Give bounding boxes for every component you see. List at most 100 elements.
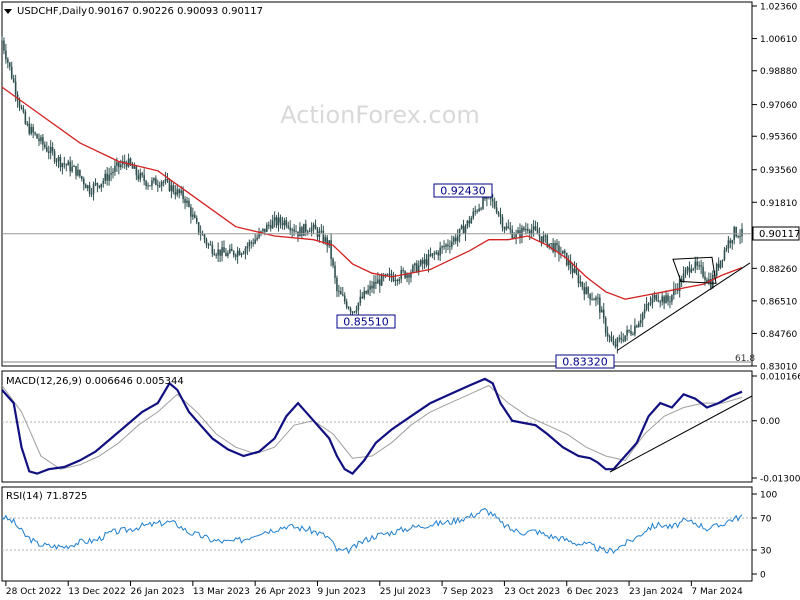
candle-body bbox=[579, 281, 582, 284]
candle-body bbox=[312, 224, 315, 228]
candle-body bbox=[678, 279, 681, 291]
price-y-tick-label: 0.95360 bbox=[760, 133, 797, 143]
low-label-box-2: 0.83320 bbox=[555, 354, 615, 369]
candle-body bbox=[207, 244, 210, 246]
candle-body bbox=[468, 220, 471, 224]
candle-body bbox=[406, 274, 408, 278]
candle-body bbox=[634, 325, 636, 335]
candle-body bbox=[229, 248, 231, 254]
candle-body bbox=[423, 259, 426, 264]
rsi-panel[interactable]: 100 70 30 0 RSI(14) 71.8725 bbox=[1, 486, 777, 582]
candle-body bbox=[386, 274, 389, 276]
candle-body bbox=[542, 236, 545, 243]
candle-body bbox=[75, 165, 77, 176]
dropdown-arrow-icon[interactable] bbox=[4, 9, 12, 14]
candle-body bbox=[669, 301, 671, 303]
candle-body bbox=[589, 293, 591, 300]
candle-body bbox=[92, 184, 95, 194]
rsi-panel-frame bbox=[1, 486, 753, 582]
candle-body bbox=[295, 231, 297, 233]
candle-body bbox=[334, 265, 336, 278]
price-y-tick-label: 1.02360 bbox=[760, 3, 797, 13]
candle-body bbox=[595, 297, 597, 301]
x-tick-label: 13 Dec 2022 bbox=[68, 587, 126, 597]
candle-body bbox=[575, 268, 578, 274]
candle-body bbox=[616, 338, 619, 347]
macd-line bbox=[1, 377, 743, 475]
candle-body bbox=[585, 287, 588, 295]
candle-body bbox=[287, 225, 290, 228]
candle-body bbox=[528, 230, 531, 234]
candle-body bbox=[303, 223, 305, 236]
candle-body bbox=[536, 229, 539, 235]
candle-body bbox=[158, 185, 161, 187]
candle-body bbox=[57, 157, 60, 161]
candle-body bbox=[65, 164, 68, 166]
candle-body bbox=[291, 229, 293, 231]
low-label-box-1: 0.85510 bbox=[336, 314, 396, 329]
candle-body bbox=[530, 229, 533, 234]
candle-body bbox=[293, 229, 295, 232]
candle-body bbox=[301, 227, 303, 236]
candle-body bbox=[310, 227, 313, 232]
candle-body bbox=[131, 164, 134, 169]
candle-body bbox=[612, 341, 615, 345]
candle-body bbox=[470, 217, 473, 224]
candle-body bbox=[108, 174, 110, 181]
candle-body bbox=[451, 241, 453, 247]
candle-body bbox=[466, 220, 469, 227]
candle-body bbox=[417, 265, 420, 273]
candle-body bbox=[182, 190, 184, 200]
candle-body bbox=[647, 303, 650, 305]
candle-body bbox=[608, 336, 611, 338]
candle-body bbox=[316, 229, 319, 237]
macd-y-tick-label: 0.00 bbox=[760, 417, 780, 427]
candle-body bbox=[114, 165, 116, 172]
candle-body bbox=[211, 244, 214, 254]
candle-body bbox=[234, 255, 237, 257]
price-y-tick-label: 0.83010 bbox=[760, 363, 797, 373]
candle-body bbox=[630, 331, 632, 335]
candle-body bbox=[390, 273, 393, 278]
candle-body bbox=[637, 323, 640, 328]
candle-body bbox=[135, 166, 138, 176]
x-tick-label: 7 Mar 2024 bbox=[691, 587, 743, 597]
macd-panel[interactable]: 0.010166 0.00 -0.013006 MACD(12,26,9) 0.00… bbox=[1, 370, 800, 485]
candle-body bbox=[540, 236, 543, 243]
candle-body bbox=[378, 279, 381, 286]
candle-body bbox=[667, 295, 669, 302]
candle-body bbox=[20, 106, 23, 109]
candle-body bbox=[507, 226, 510, 229]
candle-body bbox=[456, 236, 459, 242]
x-tick-label: 9 Jun 2023 bbox=[317, 587, 365, 597]
candle-body bbox=[427, 254, 430, 266]
candle-body bbox=[700, 265, 702, 267]
price-y-tick-label: 0.86510 bbox=[760, 297, 797, 307]
candle-body bbox=[338, 291, 340, 293]
candle-body bbox=[221, 247, 223, 256]
candle-body bbox=[622, 339, 625, 341]
candle-body bbox=[53, 151, 56, 162]
candle-body bbox=[125, 163, 128, 167]
candle-body bbox=[192, 214, 194, 217]
candle-body bbox=[690, 269, 693, 273]
candle-body bbox=[719, 260, 722, 268]
candle-body bbox=[172, 185, 175, 192]
candle-body bbox=[501, 217, 504, 228]
candle-body bbox=[414, 263, 416, 266]
candle-body bbox=[645, 304, 648, 310]
price-y-tick-label: 0.84760 bbox=[760, 330, 797, 340]
price-y-axis: 1.02360 1.00610 0.98880 0.97060 0.95360 0.935… bbox=[752, 3, 797, 373]
candle-body bbox=[285, 220, 288, 226]
x-axis-labels: 28 Oct 2022 13 Dec 2022 26 Jan 2023 13 Mar … bbox=[5, 581, 743, 597]
candle-body bbox=[392, 277, 395, 281]
candle-body bbox=[30, 127, 33, 134]
candle-body bbox=[34, 132, 36, 135]
candle-body bbox=[684, 269, 687, 274]
price-panel[interactable]: 1.02360 1.00610 0.98880 0.97060 0.95360 0.935… bbox=[1, 1, 800, 373]
candle-body bbox=[90, 193, 93, 195]
rsi-y-tick-label: 0 bbox=[760, 571, 766, 581]
candle-body bbox=[476, 210, 478, 212]
candle-body bbox=[129, 158, 132, 165]
